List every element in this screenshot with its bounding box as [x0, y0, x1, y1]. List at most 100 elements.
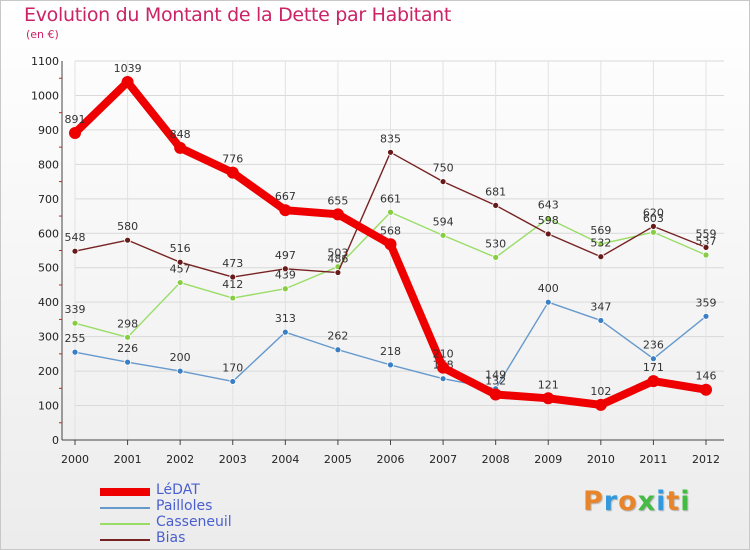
data-point-bias	[281, 265, 289, 273]
line-chart: 0 100 200 300 400 500 600 700 800 900 1000 1100 2000…	[31, 55, 724, 466]
data-label-casseneuil: 643	[538, 198, 559, 211]
data-point-pailloles	[334, 346, 342, 354]
x-tick-label: 2012	[692, 453, 720, 466]
data-point-casseneuil	[176, 279, 184, 286]
data-label-casseneuil: 594	[433, 215, 454, 228]
logo-letter: i	[680, 486, 691, 517]
x-tick-label: 2002	[166, 453, 194, 466]
data-point-pailloles	[439, 375, 447, 383]
x-tick-label: 2008	[482, 453, 510, 466]
data-label-casseneuil: 412	[222, 278, 243, 291]
x-tick-label: 2010	[587, 453, 615, 466]
data-label-ledat: 121	[538, 378, 559, 391]
y-tick-label: 200	[38, 365, 59, 378]
x-tick-label: 2009	[534, 453, 562, 466]
data-point-ledat	[700, 383, 712, 396]
chart-subtitle: (en €)	[26, 28, 59, 41]
data-point-pailloles	[650, 355, 657, 363]
data-label-pailloles: 400	[538, 282, 559, 295]
x-tick-label: 2000	[61, 453, 89, 466]
x-tick-label: 2011	[639, 453, 667, 466]
data-point-pailloles	[71, 348, 79, 356]
data-label-pailloles: 255	[65, 332, 86, 345]
data-label-ledat: 171	[643, 361, 664, 374]
y-tick-label: 1100	[31, 55, 59, 68]
data-point-pailloles	[229, 378, 237, 385]
data-label-ledat: 102	[590, 385, 611, 398]
data-label-bias: 598	[538, 214, 559, 227]
logo-letter: P	[583, 486, 604, 517]
data-label-ledat: 210	[433, 348, 454, 361]
data-label-pailloles: 218	[380, 345, 401, 358]
data-point-casseneuil	[124, 333, 131, 341]
data-point-bias	[229, 273, 237, 281]
data-point-pailloles	[702, 312, 710, 320]
data-point-ledat	[121, 76, 134, 89]
data-label-pailloles: 170	[222, 361, 243, 374]
legend-swatch	[100, 539, 150, 541]
data-label-ledat: 891	[65, 113, 86, 126]
legend-swatch	[100, 507, 150, 509]
data-label-pailloles: 359	[696, 296, 717, 309]
data-point-ledat	[594, 398, 607, 411]
y-tick-label: 100	[38, 400, 59, 413]
legend-label: Pailloles	[156, 498, 213, 514]
y-tick-label: 800	[38, 158, 59, 171]
data-label-casseneuil: 603	[643, 212, 664, 225]
data-label-pailloles: 313	[275, 312, 296, 325]
data-point-ledat	[384, 238, 397, 251]
data-label-bias: 620	[643, 206, 664, 219]
y-tick-label: 900	[38, 124, 59, 137]
data-point-casseneuil	[597, 240, 605, 248]
data-label-casseneuil: 530	[485, 237, 506, 250]
legend-label: Bias	[156, 530, 186, 546]
y-tick-label: 300	[38, 331, 59, 344]
data-point-bias	[544, 230, 552, 238]
data-label-pailloles: 226	[117, 342, 138, 355]
y-tick-label: 500	[38, 262, 59, 275]
data-point-bias	[334, 269, 342, 276]
logo-letter: r	[603, 486, 619, 517]
data-label-bias: 497	[275, 249, 296, 262]
data-point-bias	[124, 236, 131, 244]
data-label-casseneuil: 457	[170, 263, 191, 276]
x-tick-label: 2005	[324, 453, 352, 466]
data-point-pailloles	[124, 358, 131, 366]
data-point-bias	[71, 247, 79, 255]
data-point-ledat	[542, 392, 555, 405]
data-label-bias: 473	[222, 257, 243, 270]
legend-label: LéDAT	[156, 482, 200, 498]
x-tick-label: 2004	[271, 453, 299, 466]
proxiti-logo: Proxiti	[583, 486, 691, 517]
data-point-ledat	[331, 208, 344, 221]
data-point-bias	[176, 258, 184, 266]
data-label-bias: 548	[65, 231, 86, 244]
data-point-bias	[387, 148, 394, 156]
data-point-casseneuil	[492, 253, 500, 261]
legend-label: Casseneuil	[156, 514, 232, 530]
legend-swatch	[100, 488, 150, 496]
data-point-casseneuil	[439, 231, 447, 239]
data-label-bias: 681	[485, 185, 506, 198]
data-label-pailloles: 347	[590, 300, 611, 313]
data-point-pailloles	[597, 317, 605, 324]
data-label-casseneuil: 569	[590, 224, 611, 237]
data-label-casseneuil: 503	[327, 247, 348, 260]
data-label-ledat: 1039	[114, 62, 142, 75]
data-label-ledat: 848	[170, 128, 191, 141]
data-label-casseneuil: 298	[117, 317, 138, 330]
data-label-bias: 750	[433, 162, 454, 175]
data-point-casseneuil	[702, 251, 710, 259]
data-point-bias	[492, 201, 500, 209]
data-label-pailloles: 236	[643, 339, 664, 352]
data-point-bias	[439, 178, 447, 185]
logo-letter: i	[656, 486, 667, 517]
data-label-bias: 559	[696, 227, 717, 240]
data-point-bias	[650, 222, 657, 230]
legend-swatch	[100, 523, 150, 525]
data-point-casseneuil	[229, 294, 237, 302]
data-point-ledat	[279, 204, 292, 217]
data-point-ledat	[69, 127, 81, 140]
data-point-casseneuil	[544, 215, 552, 222]
